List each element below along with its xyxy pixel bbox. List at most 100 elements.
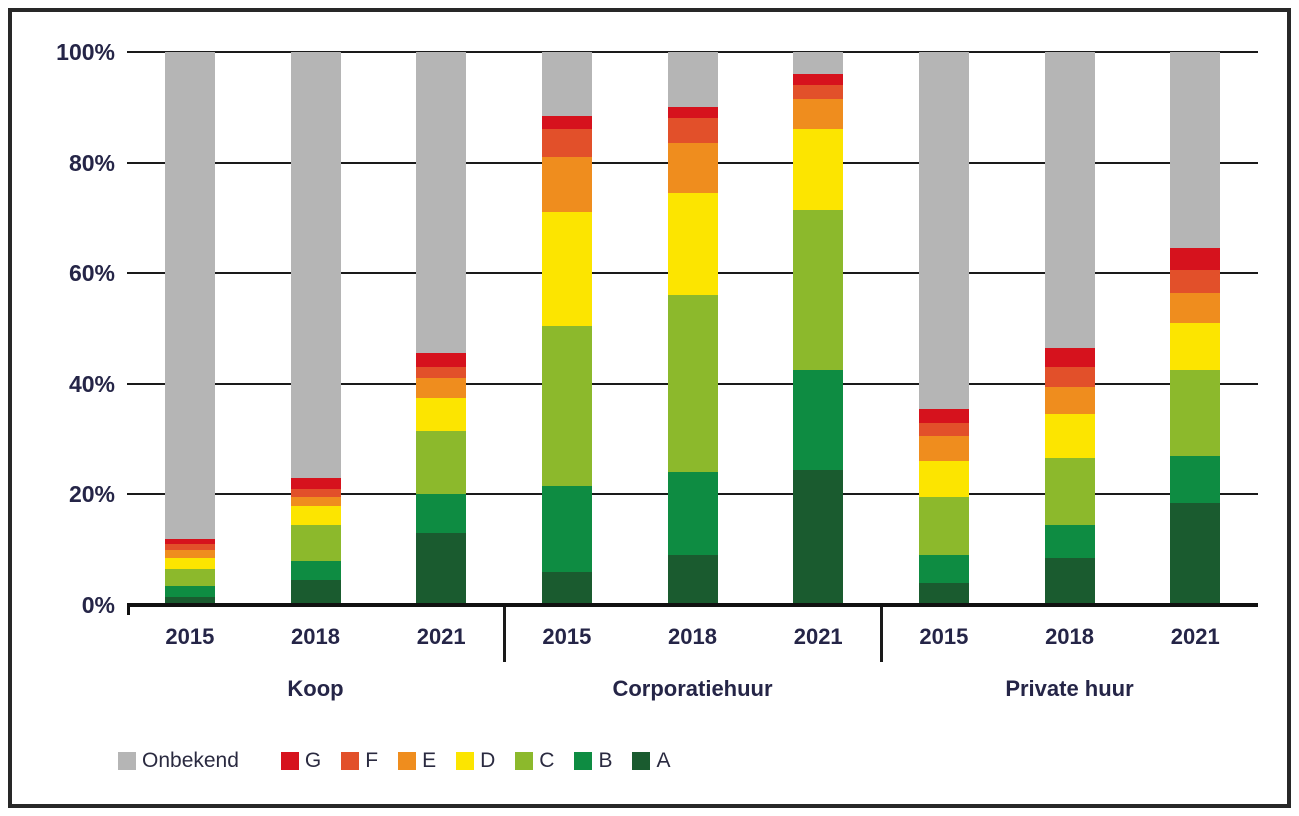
legend-item-f: F xyxy=(341,749,378,773)
legend-item-c: C xyxy=(515,749,554,773)
stacked-bar-private-huur-2015 xyxy=(918,52,969,605)
bar-segment-a xyxy=(793,469,844,605)
bar-segment-c xyxy=(918,497,969,556)
bar-segment-c xyxy=(290,524,341,561)
bar-segment-onbekend xyxy=(918,52,969,409)
bar-segment-d xyxy=(1044,414,1095,459)
bar-cell xyxy=(1132,52,1258,605)
stacked-bar-koop-2018 xyxy=(290,52,341,605)
bar-segment-e xyxy=(793,99,844,130)
legend-label: E xyxy=(422,749,437,772)
bar-cell xyxy=(504,52,630,605)
x-tick-label-year: 2021 xyxy=(1170,624,1220,649)
x-tick-label-year: 2015 xyxy=(919,624,969,649)
bar-segment-c xyxy=(416,430,467,495)
stacked-bar-koop-2015 xyxy=(164,52,215,605)
bar-segment-g xyxy=(541,115,592,130)
legend: Onbekend G F E D C B A xyxy=(118,748,690,774)
legend-item-b: B xyxy=(574,749,612,773)
x-tick-label-year: 2015 xyxy=(165,624,215,649)
bar-segment-f xyxy=(416,367,467,379)
bar-segment-b xyxy=(164,585,215,597)
bar-segment-b xyxy=(541,486,592,572)
bar-segment-f xyxy=(164,544,215,550)
bar-segment-e xyxy=(290,497,341,506)
stacked-bar-corporatiehuur-2018 xyxy=(667,52,718,605)
bar-segment-f xyxy=(667,118,718,144)
bar-segment-d xyxy=(541,212,592,326)
bar-segment-e xyxy=(667,143,718,194)
bar-segment-a xyxy=(667,555,718,605)
legend-item-e: E xyxy=(398,749,436,773)
bar-segment-d xyxy=(918,461,969,498)
bar-segment-a xyxy=(290,580,341,605)
bars-container xyxy=(127,52,1258,605)
legend-label: D xyxy=(480,749,496,772)
year-labels-row: 2015 2018 2021 2015 2018 2021 2015 2018 2021 xyxy=(127,624,1258,650)
bar-cell xyxy=(881,52,1007,605)
bar-segment-e xyxy=(918,436,969,462)
bar-cell xyxy=(755,52,881,605)
bar-segment-onbekend xyxy=(667,52,718,108)
group-label-private-huur: Private huur xyxy=(1005,676,1134,701)
bar-segment-a xyxy=(1044,558,1095,605)
x-tick-label-year: 2018 xyxy=(1045,624,1095,649)
bar-segment-c xyxy=(793,209,844,370)
group-label-corporatiehuur: Corporatiehuur xyxy=(612,676,773,701)
bar-segment-d xyxy=(667,193,718,296)
bar-segment-d xyxy=(416,397,467,431)
bar-segment-onbekend xyxy=(164,52,215,539)
bar-segment-c xyxy=(541,325,592,487)
legend-item-onbekend: Onbekend xyxy=(118,749,239,773)
legend-item-d: D xyxy=(456,749,495,773)
bar-segment-onbekend xyxy=(541,52,592,116)
bar-segment-g xyxy=(918,408,969,423)
bar-segment-c xyxy=(1044,458,1095,525)
bar-segment-c xyxy=(164,569,215,586)
y-tick-label: 20% xyxy=(68,481,115,508)
bar-segment-f xyxy=(1044,367,1095,387)
bar-segment-b xyxy=(416,494,467,534)
x-axis-left-tick xyxy=(127,605,130,615)
x-axis-line xyxy=(127,603,1258,607)
x-tick-label-year: 2015 xyxy=(542,624,592,649)
stacked-bar-private-huur-2021 xyxy=(1170,52,1221,605)
bar-segment-c xyxy=(1170,370,1221,456)
bar-segment-d xyxy=(1170,323,1221,370)
stacked-bar-corporatiehuur-2015 xyxy=(541,52,592,605)
stacked-bar-corporatiehuur-2021 xyxy=(793,52,844,605)
legend-label: F xyxy=(365,749,379,772)
bar-segment-g xyxy=(416,353,467,368)
bar-segment-b xyxy=(1044,524,1095,558)
legend-label: B xyxy=(598,749,613,772)
bar-segment-e xyxy=(541,157,592,213)
bar-segment-a xyxy=(1170,502,1221,605)
bar-segment-onbekend xyxy=(290,52,341,478)
bar-segment-e xyxy=(416,378,467,398)
group-labels-row: Koop Corporatiehuur Private huur xyxy=(127,676,1258,702)
stacked-bar-private-huur-2018 xyxy=(1044,52,1095,605)
legend-swatch-b xyxy=(574,752,593,770)
bar-segment-e xyxy=(1044,386,1095,415)
group-divider xyxy=(502,605,506,662)
bar-segment-g xyxy=(1044,347,1095,368)
legend-swatch-a xyxy=(632,752,651,770)
legend-swatch-g xyxy=(280,752,299,770)
legend-label: G xyxy=(304,749,322,772)
bar-segment-e xyxy=(164,549,215,559)
bar-segment-b xyxy=(290,560,341,581)
legend-swatch-d xyxy=(456,752,475,770)
bar-segment-a xyxy=(918,582,969,605)
bar-segment-g xyxy=(793,74,844,86)
x-tick-label-year: 2021 xyxy=(416,624,466,649)
legend-label: C xyxy=(539,749,555,772)
bar-segment-a xyxy=(416,533,467,605)
legend-swatch-f xyxy=(341,752,360,770)
legend-item-a: A xyxy=(632,749,670,773)
bar-segment-f xyxy=(793,85,844,100)
bar-segment-b xyxy=(1170,455,1221,503)
bar-segment-e xyxy=(1170,292,1221,323)
bar-segment-onbekend xyxy=(1044,52,1095,348)
y-tick-label: 0% xyxy=(81,592,115,618)
bar-cell xyxy=(1007,52,1133,605)
